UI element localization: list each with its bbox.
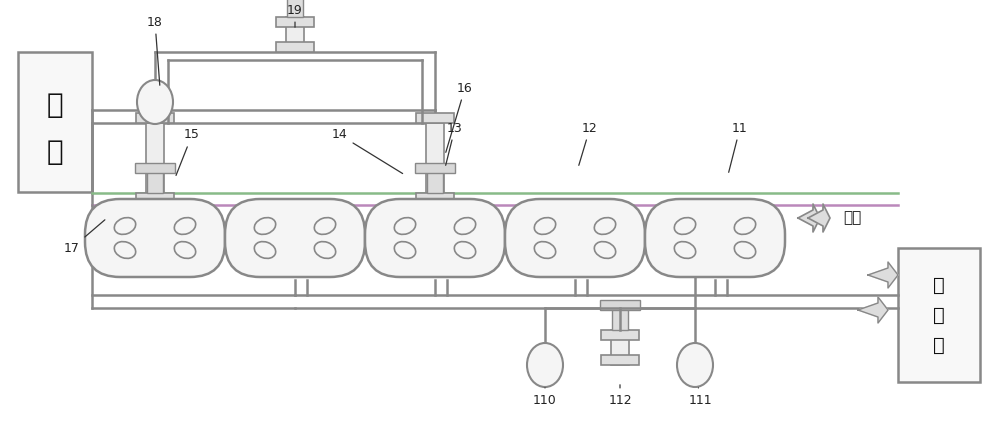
Text: 11: 11 xyxy=(729,122,748,172)
Text: 19: 19 xyxy=(287,3,303,27)
Bar xyxy=(135,163,175,173)
Bar xyxy=(415,163,455,173)
Polygon shape xyxy=(868,262,898,288)
Ellipse shape xyxy=(677,343,713,387)
Bar xyxy=(276,42,314,52)
Text: 14: 14 xyxy=(332,129,403,174)
Polygon shape xyxy=(858,297,888,323)
Text: 体: 体 xyxy=(47,138,63,166)
Bar xyxy=(898,248,980,382)
Bar xyxy=(601,355,639,365)
Bar xyxy=(427,171,443,193)
Text: 17: 17 xyxy=(64,220,105,255)
Bar xyxy=(287,0,303,17)
Bar xyxy=(276,17,314,27)
Ellipse shape xyxy=(527,343,563,387)
Bar xyxy=(600,300,640,310)
Text: 16: 16 xyxy=(446,82,473,152)
Text: 12: 12 xyxy=(579,122,598,166)
Bar xyxy=(146,123,164,193)
Polygon shape xyxy=(798,204,820,232)
Ellipse shape xyxy=(137,80,173,124)
Bar xyxy=(114,227,126,237)
Text: 储: 储 xyxy=(933,276,945,295)
Bar xyxy=(136,193,174,203)
Bar xyxy=(416,113,454,123)
Polygon shape xyxy=(808,204,830,232)
Bar xyxy=(286,17,304,52)
Bar xyxy=(117,228,137,243)
Text: 大气: 大气 xyxy=(843,211,861,225)
Text: 111: 111 xyxy=(688,388,712,406)
Text: 110: 110 xyxy=(533,388,557,406)
Bar xyxy=(18,52,92,192)
Text: 水: 水 xyxy=(933,305,945,325)
Bar xyxy=(612,308,628,330)
Bar xyxy=(147,171,163,193)
Text: 18: 18 xyxy=(147,15,163,85)
Bar xyxy=(454,218,473,233)
Bar xyxy=(107,215,120,249)
FancyBboxPatch shape xyxy=(225,199,365,277)
FancyBboxPatch shape xyxy=(365,199,505,277)
Text: 15: 15 xyxy=(176,129,200,175)
Bar xyxy=(136,113,174,123)
Bar xyxy=(611,330,629,365)
Bar xyxy=(426,123,444,193)
Bar xyxy=(601,330,639,340)
Text: 112: 112 xyxy=(608,385,632,406)
Text: 池: 池 xyxy=(933,335,945,354)
Text: 洞: 洞 xyxy=(47,91,63,119)
Bar xyxy=(416,193,454,203)
Text: 13: 13 xyxy=(446,122,463,165)
FancyBboxPatch shape xyxy=(645,199,785,277)
FancyBboxPatch shape xyxy=(505,199,645,277)
FancyBboxPatch shape xyxy=(85,199,225,277)
